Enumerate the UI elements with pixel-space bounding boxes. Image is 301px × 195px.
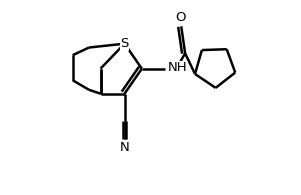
Text: O: O (175, 11, 185, 24)
Text: NH: NH (168, 61, 188, 74)
Text: S: S (120, 37, 129, 50)
Text: N: N (120, 141, 129, 154)
